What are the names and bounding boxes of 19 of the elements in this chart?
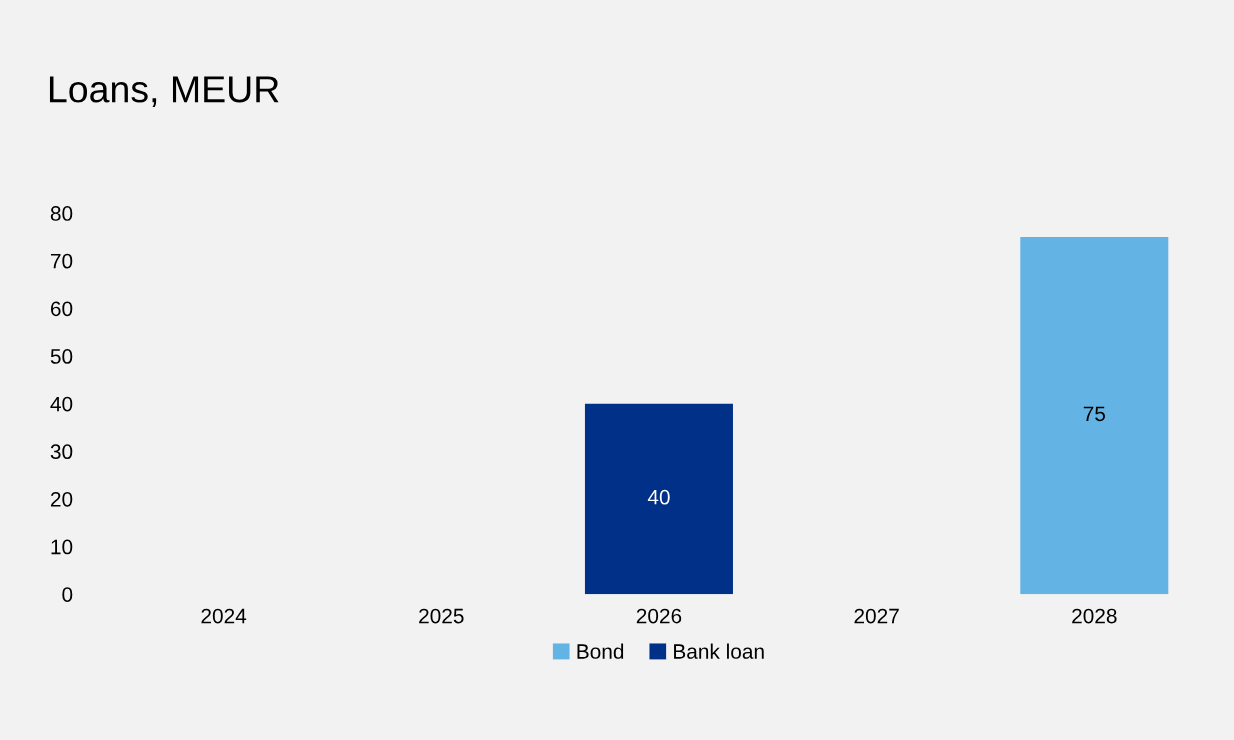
y-tick-label: 40 (50, 396, 73, 412)
y-tick-label: 50 (50, 349, 73, 364)
x-tick-label: 2027 (854, 608, 899, 624)
legend-label: Bank loan (674, 643, 764, 659)
x-tick-label: 2024 (201, 608, 247, 624)
x-tick-label: 2026 (636, 608, 682, 624)
y-tick-label: 20 (50, 491, 73, 507)
legend-label: Bond (577, 643, 624, 659)
x-tick-label: 2028 (1072, 608, 1117, 624)
data-label: 75 (1083, 406, 1106, 422)
x-tick-label: 2025 (419, 608, 464, 624)
data-label: 40 (647, 489, 670, 505)
y-tick-label: 60 (50, 301, 73, 317)
y-tick-label: 30 (50, 444, 73, 460)
y-tick-label: 0 (62, 587, 73, 602)
chart-title: Loans, MEUR (49, 76, 279, 107)
y-tick-label: 10 (51, 539, 73, 555)
y-tick-label: 80 (50, 206, 73, 221)
y-tick-label: 70 (50, 253, 73, 269)
